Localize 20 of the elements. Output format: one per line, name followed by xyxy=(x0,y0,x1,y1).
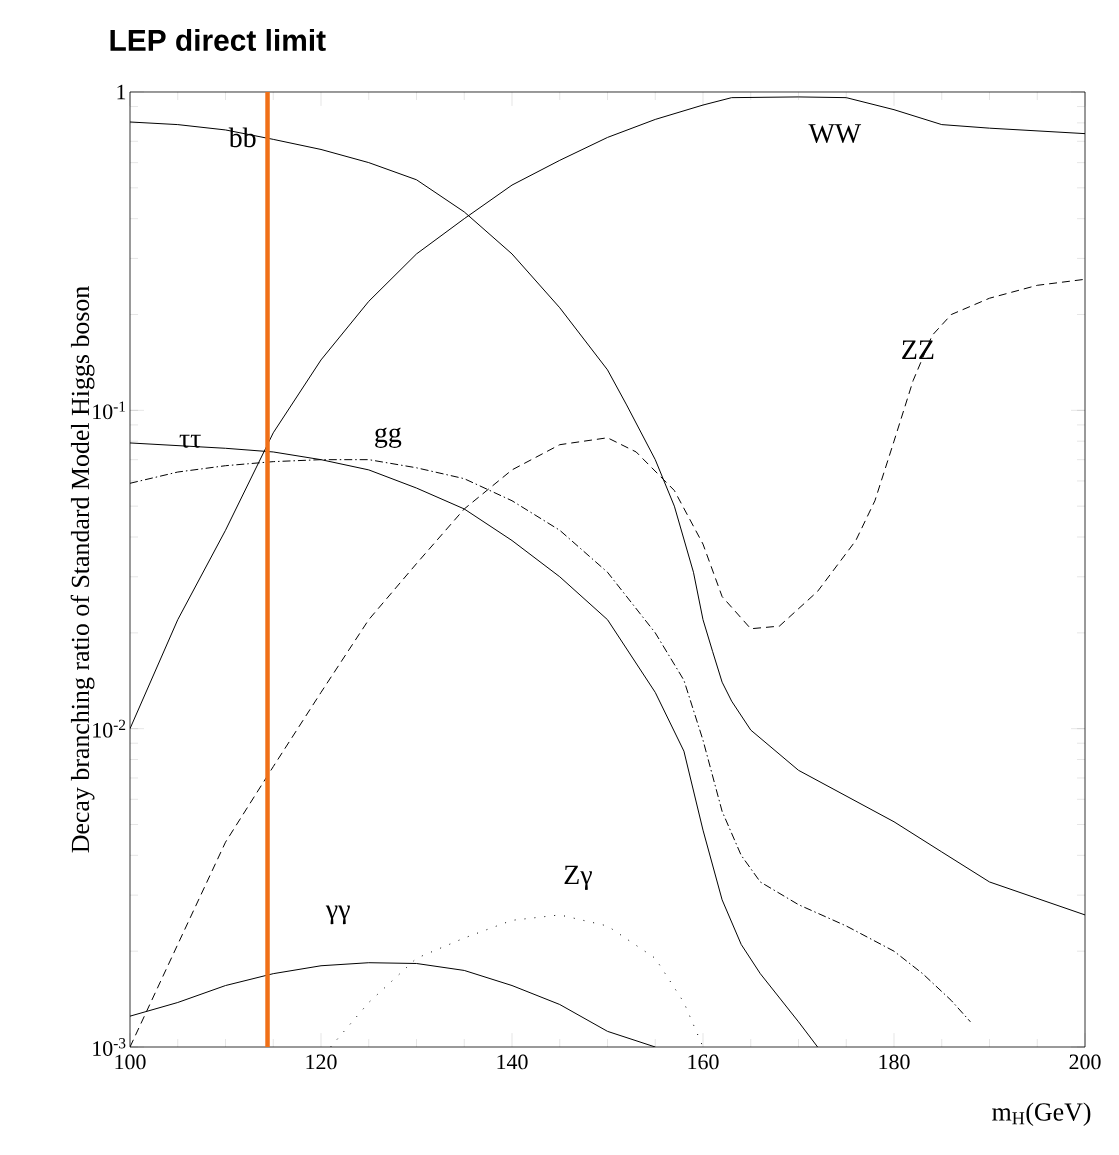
y-tick-label: 10$^{-3}$ xyxy=(93,1038,126,1056)
series-label: γγ xyxy=(325,905,350,925)
x-tick-label: 140 xyxy=(497,1054,528,1070)
series-label: WW xyxy=(808,124,862,143)
x-axis-title: m$_{H}$(GeV) xyxy=(992,1102,1091,1127)
chart-title: LEP direct limit xyxy=(110,29,326,51)
x-tick-label: 160 xyxy=(688,1054,719,1070)
series-label: Zγ xyxy=(564,865,592,890)
x-tick-label: 200 xyxy=(1069,1054,1101,1070)
y-axis-title: Decay branching ratio of Standard Model Higgs boson xyxy=(70,286,95,853)
series-label: gg xyxy=(375,427,402,448)
series-label: bb xyxy=(228,127,256,148)
y-tick-label: 1 xyxy=(117,84,126,100)
x-tick-label: 100 xyxy=(115,1054,146,1070)
y-tick-label: 10$^{-1}$ xyxy=(93,401,126,420)
series-label: ZZ xyxy=(902,340,934,359)
x-tick-label: 180 xyxy=(879,1054,910,1070)
y-tick-label: 10$^{-2}$ xyxy=(93,719,126,738)
x-tick-label: 120 xyxy=(306,1054,337,1070)
series-label: ττ xyxy=(179,434,201,448)
